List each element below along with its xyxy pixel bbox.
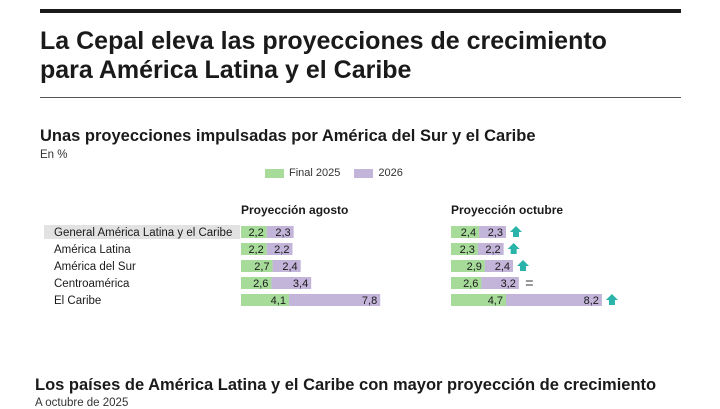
legend-swatch-final-2025 [265,168,284,178]
category-label-el-caribe: El Caribe [54,295,101,307]
bar-proyeccion-octubre-final-2025-america-latina [451,243,478,255]
trend-equal-icon-bottom-centroamerica [525,284,533,286]
bar-proyeccion-agosto-final-2025-general-america-latina-y-el-caribe [241,226,267,238]
panel-title-proyeccion-octubre: Proyección octubre [451,203,563,217]
bar-proyeccion-octubre-2026-el-caribe [505,294,602,306]
bar-label-proyeccion-octubre-final-2025-america-latina: 2,3 [460,244,475,256]
bar-proyeccion-octubre-final-2025-america-del-sur [451,260,485,272]
bar-proyeccion-agosto-2026-america-del-sur [272,260,301,272]
bar-proyeccion-agosto-final-2025-el-caribe [241,294,289,306]
bar-label-proyeccion-octubre-2026-el-caribe: 8,2 [584,295,599,307]
bar-proyeccion-octubre-2026-america-latina [477,243,504,255]
title-divider [40,97,681,98]
bar-label-proyeccion-agosto-final-2025-centroamerica: 2,6 [253,278,268,290]
category-label-america-del-sur: América del Sur [54,261,136,273]
bar-proyeccion-octubre-final-2025-general-america-latina-y-el-caribe [451,226,480,238]
bar-label-proyeccion-octubre-2026-general-america-latina-y-el-caribe: 2,3 [488,227,503,239]
legend-label-final-2025: Final 2025 [289,167,341,179]
category-label-centroamerica: Centroamérica [54,278,130,290]
trend-up-icon-general-america-latina-y-el-caribe [509,226,522,237]
bar-label-proyeccion-octubre-2026-america-del-sur: 2,4 [495,261,510,273]
bar-proyeccion-octubre-final-2025-el-caribe [451,294,506,306]
category-label-america-latina: América Latina [54,244,131,256]
title-line-1: La Cepal eleva las proyecciones de creci… [40,27,607,55]
legend-label-2026: 2026 [378,167,403,179]
chart-legend: Final 2025 2026 [265,167,417,179]
bar-proyeccion-octubre-final-2025-centroamerica [451,277,482,289]
bar-label-proyeccion-agosto-2026-america-latina: 2,2 [274,244,289,256]
bar-label-proyeccion-agosto-final-2025-america-latina: 2,2 [248,244,263,256]
bar-label-proyeccion-agosto-final-2025-america-del-sur: 2,7 [254,261,269,273]
bar-label-proyeccion-agosto-2026-el-caribe: 7,8 [362,295,377,307]
bar-proyeccion-agosto-final-2025-centroamerica [241,277,272,289]
bar-proyeccion-agosto-2026-el-caribe [288,294,381,306]
trend-up-icon-america-latina [507,243,520,254]
section-subtitle: A octubre de 2025 [35,397,129,409]
bar-label-proyeccion-agosto-2026-general-america-latina-y-el-caribe: 2,3 [275,227,290,239]
bar-proyeccion-octubre-2026-centroamerica [481,277,519,289]
bar-label-proyeccion-agosto-2026-centroamerica: 3,4 [293,278,308,290]
bar-label-proyeccion-agosto-2026-america-del-sur: 2,4 [282,261,297,273]
bar-proyeccion-octubre-2026-general-america-latina-y-el-caribe [479,226,506,238]
bar-label-proyeccion-octubre-final-2025-america-del-sur: 2,9 [467,261,482,273]
bar-label-proyeccion-octubre-2026-america-latina: 2,2 [485,244,500,256]
bar-chart: General América Latina y el Caribe Améric… [44,203,618,307]
bar-label-proyeccion-agosto-final-2025-general-america-latina-y-el-caribe: 2,2 [248,227,263,239]
legend-swatch-2026 [354,168,374,178]
bar-proyeccion-agosto-2026-centroamerica [271,277,312,289]
bar-label-proyeccion-octubre-2026-centroamerica: 3,2 [501,278,516,290]
title-line-2: para América Latina y el Caribe [40,56,412,84]
trend-up-icon-america-del-sur [517,260,530,271]
legend-item-2026: 2026 [354,167,403,179]
top-bar [40,9,681,13]
bar-proyeccion-agosto-2026-general-america-latina-y-el-caribe [266,226,294,238]
bar-label-proyeccion-octubre-final-2025-centroamerica: 2,6 [463,278,478,290]
bar-proyeccion-agosto-final-2025-america-latina [241,243,267,255]
category-label-general-america-latina-y-el-caribe: General América Latina y el Caribe [54,227,232,239]
section-title: Los países de América Latina y el Caribe… [35,376,657,394]
trend-up-icon-el-caribe [605,294,618,305]
chart-unit: En % [40,149,68,161]
bar-proyeccion-agosto-final-2025-america-del-sur [241,260,273,272]
bar-proyeccion-octubre-2026-america-del-sur [484,260,514,272]
page-title: La Cepal eleva las proyecciones de creci… [40,27,680,85]
bar-label-proyeccion-octubre-final-2025-general-america-latina-y-el-caribe: 2,4 [461,227,476,239]
chart-title: Unas proyecciones impulsadas por América… [40,127,536,145]
bar-label-proyeccion-agosto-final-2025-el-caribe: 4,1 [271,295,286,307]
bar-proyeccion-agosto-2026-america-latina [266,243,293,255]
category-highlight [44,225,240,239]
legend-item-final-2025: Final 2025 [265,167,340,179]
trend-equal-icon-top-centroamerica [525,280,533,282]
bar-label-proyeccion-octubre-final-2025-el-caribe: 4,7 [488,295,503,307]
panel-title-proyeccion-agosto: Proyección agosto [241,203,348,217]
